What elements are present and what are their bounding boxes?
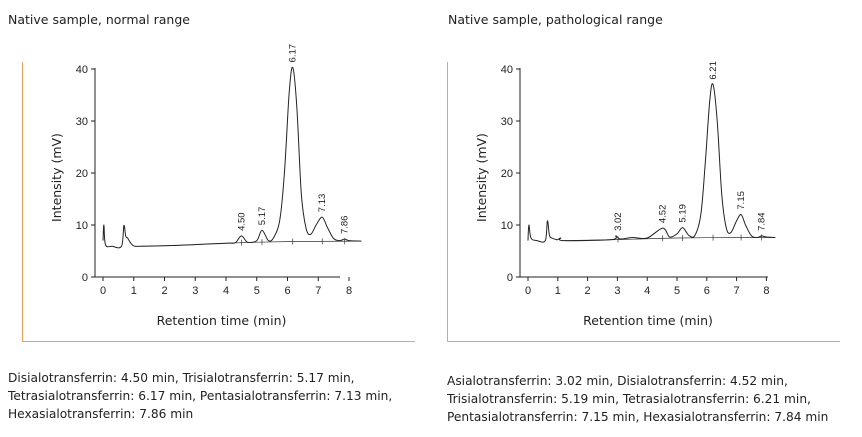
baseline-line (563, 237, 776, 241)
peak-caption: Disialotransferrin: 4.50 min, Trisialotr… (8, 369, 428, 423)
caption-line: Pentasialotransferrin: 7.15 min, Hexasia… (447, 410, 829, 424)
peak-label: 7.13 (317, 194, 328, 213)
y-tick-label: 10 (76, 220, 88, 232)
peak-label: 4.50 (236, 212, 247, 231)
chromatogram-pathological: 0 1 2 3 4 5 6 7 8 0 10 20 30 40 Retention time (min) In… (474, 61, 776, 328)
y-tick-label: 0 (507, 272, 513, 284)
chart-panel-normal: Native sample, normal range 0 1 2 3 4 5 6 7 8 0 10… (8, 12, 428, 423)
chromatogram-trace (102, 66, 362, 249)
x-tick-label: 0 (525, 285, 531, 297)
x-tick-label: 6 (704, 285, 710, 297)
x-tick-label: 3 (614, 285, 620, 297)
caption-line: Disialotransferrin: 4.50 min, Trisialotr… (8, 371, 355, 385)
x-tick-label: 4 (644, 285, 650, 297)
y-tick-label: 10 (501, 220, 513, 232)
panel-frame-left (22, 62, 23, 342)
peak-label: 3.02 (613, 212, 624, 231)
panel-title: Native sample, pathological range (448, 12, 663, 27)
peak-label: 6.17 (288, 44, 299, 63)
x-tick-label: 7 (315, 285, 321, 297)
x-tick-label: 6 (284, 285, 290, 297)
peak-label: 7.15 (736, 191, 747, 210)
panel-frame-bottom (22, 341, 415, 342)
caption-line: Trisialotransferrin: 5.19 min, Tetrasial… (447, 392, 811, 406)
chromatogram-trace (527, 83, 776, 243)
x-tick-label: 1 (555, 285, 561, 297)
y-tick-label: 40 (76, 64, 88, 76)
y-tick-label: 30 (76, 116, 88, 128)
peak-label: 5.19 (678, 204, 689, 222)
x-tick-label: 2 (585, 285, 591, 297)
x-tick-label: 8 (763, 285, 769, 297)
y-tick-label: 20 (501, 168, 513, 180)
y-axis-title: Intensity (mV) (474, 133, 489, 222)
peak-label: 4.52 (658, 205, 669, 224)
caption-line: Hexasialotransferrin: 7.86 min (8, 407, 194, 421)
panel-frame-left (447, 62, 448, 342)
y-tick-label: 20 (76, 168, 88, 180)
y-tick-label: 40 (501, 64, 513, 76)
x-tick-label: 3 (192, 285, 198, 297)
peak-label: 6.21 (708, 61, 719, 80)
chromatogram-normal: 0 1 2 3 4 5 6 7 8 0 10 20 30 40 Retention time (min) In… (49, 44, 362, 328)
y-axis-title: Intensity (mV) (49, 133, 64, 222)
x-axis-title: Retention time (min) (157, 313, 287, 328)
x-tick-label: 1 (131, 285, 137, 297)
peak-label: 7.84 (757, 212, 768, 231)
peak-label: 7.86 (340, 216, 351, 235)
peak-label: 5.17 (257, 207, 268, 226)
x-axis-title: Retention time (min) (583, 313, 713, 328)
peak-caption: Asialotransferrin: 3.02 min, Disialotran… (447, 372, 862, 426)
x-tick-label: 2 (161, 285, 167, 297)
x-tick-label: 8 (346, 285, 352, 297)
x-tick-label: 0 (100, 285, 106, 297)
x-tick-label: 5 (674, 285, 680, 297)
y-tick-label: 30 (501, 116, 513, 128)
panel-frame-bottom (447, 341, 840, 342)
y-tick-label: 0 (82, 272, 88, 284)
panel-title: Native sample, normal range (8, 12, 190, 27)
caption-line: Tetrasialotransferrin: 6.17 min, Pentasi… (8, 389, 393, 403)
chart-panel-pathological: Native sample, pathological range 0 1 2 3 4 5… (431, 0, 862, 437)
x-tick-label: 4 (223, 285, 229, 297)
caption-line: Asialotransferrin: 3.02 min, Disialotran… (447, 374, 788, 388)
x-tick-label: 5 (254, 285, 260, 297)
x-tick-label: 7 (734, 285, 740, 297)
